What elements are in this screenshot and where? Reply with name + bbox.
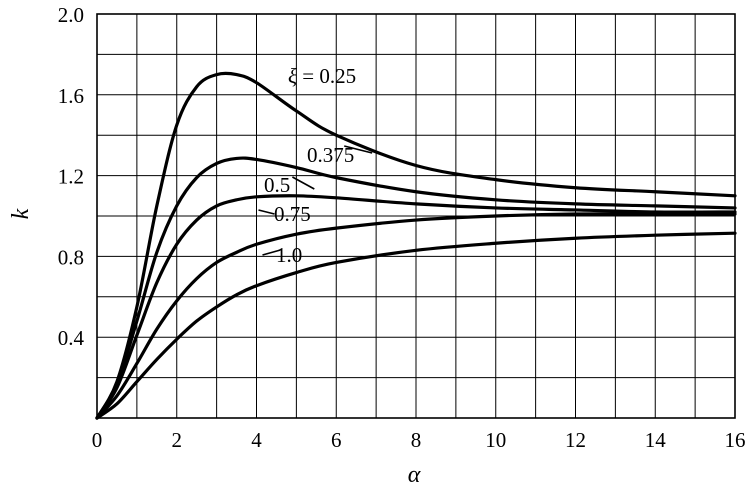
curves	[95, 71, 737, 420]
x-tick-label: 10	[485, 428, 506, 452]
curve-xi-0-75	[95, 212, 737, 420]
x-tick-label: 14	[645, 428, 667, 452]
x-tick-label: 0	[92, 428, 103, 452]
curve-label-0-25: ξ = 0.25	[288, 64, 356, 88]
x-tick-label: 12	[565, 428, 586, 452]
curve-label-1-0: 1.0	[276, 243, 302, 267]
y-tick-label: 0.4	[58, 326, 85, 350]
y-tick-labels: 0.4 0.8 1.2 1.6 2.0	[58, 3, 85, 350]
curve-label-0-25-value: = 0.25	[297, 64, 356, 88]
y-tick-label: 1.2	[58, 165, 84, 189]
curve-label-0-375: 0.375	[307, 143, 354, 167]
x-tick-label: 2	[172, 428, 183, 452]
curve-xi-0-5	[95, 194, 737, 420]
curve-xi-1-0	[95, 231, 737, 420]
y-tick-label: 0.8	[58, 245, 84, 269]
label-leader-line	[262, 249, 281, 256]
xi-symbol: ξ	[288, 64, 297, 88]
grid	[97, 14, 735, 418]
y-axis-label: k	[8, 208, 34, 219]
label-leader-line	[292, 176, 315, 190]
plot-frame	[96, 13, 736, 419]
y-tick-label: 2.0	[58, 3, 84, 27]
label-leaders	[258, 145, 373, 256]
x-tick-label: 4	[251, 428, 262, 452]
curve-xi-0-375	[95, 156, 737, 420]
curve-label-0-75: 0.75	[274, 202, 311, 226]
label-leader-line	[258, 209, 275, 215]
x-axis-label: α	[408, 462, 421, 487]
x-tick-label: 8	[411, 428, 422, 452]
y-tick-label: 1.6	[58, 84, 84, 108]
x-tick-labels: 0 2 4 6 8 10 12 14 16	[92, 428, 745, 452]
curve-xi-0-25	[95, 71, 737, 420]
x-tick-label: 6	[331, 428, 342, 452]
x-tick-label: 16	[725, 428, 745, 452]
curve-label-0-5: 0.5	[264, 173, 290, 197]
label-leader-line	[344, 145, 373, 154]
